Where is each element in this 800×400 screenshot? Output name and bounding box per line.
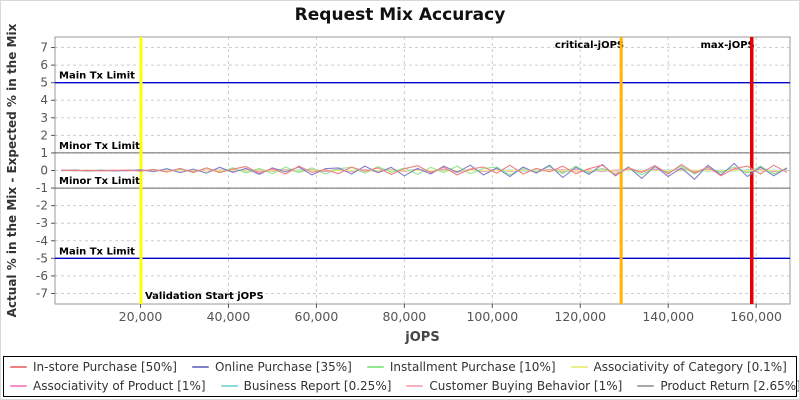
y-tick-label: -1 <box>36 181 48 195</box>
x-tick-label: 40,000 <box>207 309 251 324</box>
legend-label: Associativity of Category [0.1%] <box>593 360 787 374</box>
x-tick-label: 160,000 <box>730 309 782 324</box>
x-tick-label: 80,000 <box>382 309 426 324</box>
legend-label: Online Purchase [35%] <box>214 360 352 374</box>
x-tick-label: 120,000 <box>554 309 606 324</box>
legend-row: In-store Purchase [50%] Online Purchase [… <box>10 358 790 376</box>
legend-item: Associativity of Category [0.1%] <box>570 360 787 374</box>
y-tick-label: -5 <box>36 251 48 265</box>
legend-swatch <box>10 385 27 387</box>
critical-jops-label: critical-jOPS <box>555 40 624 51</box>
max-jops-label: max-jOPS <box>701 40 755 51</box>
legend: In-store Purchase [50%] Online Purchase [… <box>3 356 799 397</box>
y-tick-label: 3 <box>40 111 48 125</box>
legend-swatch <box>406 385 424 387</box>
legend-item: In-store Purchase [50%] <box>10 360 177 374</box>
validation-start-jops-label: Validation Start jOPS <box>145 291 264 302</box>
y-tick-label: 1 <box>40 146 48 160</box>
legend-swatch <box>570 366 588 368</box>
y-tick-label: 5 <box>40 76 48 90</box>
y-tick-label: 4 <box>40 93 48 107</box>
x-tick-label: 140,000 <box>642 309 694 324</box>
y-tick-label: 7 <box>40 41 48 55</box>
main-tx-limit-label: Main Tx Limit <box>59 246 135 257</box>
series-line-in-store-purchase-50 <box>61 163 788 177</box>
y-tick-label: -6 <box>36 269 48 283</box>
minor-tx-limit-label: Minor Tx Limit <box>59 176 140 187</box>
legend-item: Online Purchase [35%] <box>191 360 352 374</box>
chart-title: Request Mix Accuracy <box>294 5 506 25</box>
y-tick-label: -3 <box>36 216 48 230</box>
legend-item: Installment Purchase [10%] <box>366 360 556 374</box>
legend-label: Business Report [0.25%] <box>243 379 392 393</box>
x-tick-label: 100,000 <box>466 309 518 324</box>
legend-item: Business Report [0.25%] <box>220 379 392 393</box>
series-line-online-purchase-35 <box>61 162 788 180</box>
y-tick-label: 2 <box>40 128 48 142</box>
legend-row: Associativity of Product [1%] Business Re… <box>10 377 799 395</box>
y-axis-label: Actual % in the Mix - Expected % in the … <box>5 23 19 317</box>
legend-label: Associativity of Product [1%] <box>33 379 206 393</box>
plot-area: 20,000 40,000 60,000 80,000 100,000 120,000 14… <box>5 23 791 345</box>
legend-item: Associativity of Product [1%] <box>10 379 206 393</box>
legend-swatch <box>637 385 655 387</box>
legend-label: In-store Purchase [50%] <box>33 360 177 374</box>
legend-item: Product Return [2.65%] <box>637 379 800 393</box>
legend-swatch <box>10 366 27 368</box>
legend-item: Customer Buying Behavior [1%] <box>406 379 622 393</box>
y-tick-label: 6 <box>40 58 48 72</box>
minor-tx-limit-label: Minor Tx Limit <box>59 141 140 152</box>
legend-swatch <box>220 385 238 387</box>
y-tick-label: 0 <box>40 164 48 178</box>
legend-label: Installment Purchase [10%] <box>389 360 556 374</box>
x-axis-label: jOPS <box>404 330 439 345</box>
y-tick-label: -2 <box>36 199 48 213</box>
legend-label: Customer Buying Behavior [1%] <box>429 379 623 393</box>
main-tx-limit-label: Main Tx Limit <box>59 71 135 82</box>
legend-swatch <box>191 366 209 368</box>
x-tick-label: 60,000 <box>295 309 339 324</box>
y-tick-label: -7 <box>36 286 48 300</box>
legend-label: Product Return [2.65%] <box>660 379 800 393</box>
x-tick-label: 20,000 <box>119 309 163 324</box>
y-tick-label: -4 <box>36 234 48 248</box>
legend-swatch <box>366 366 384 368</box>
